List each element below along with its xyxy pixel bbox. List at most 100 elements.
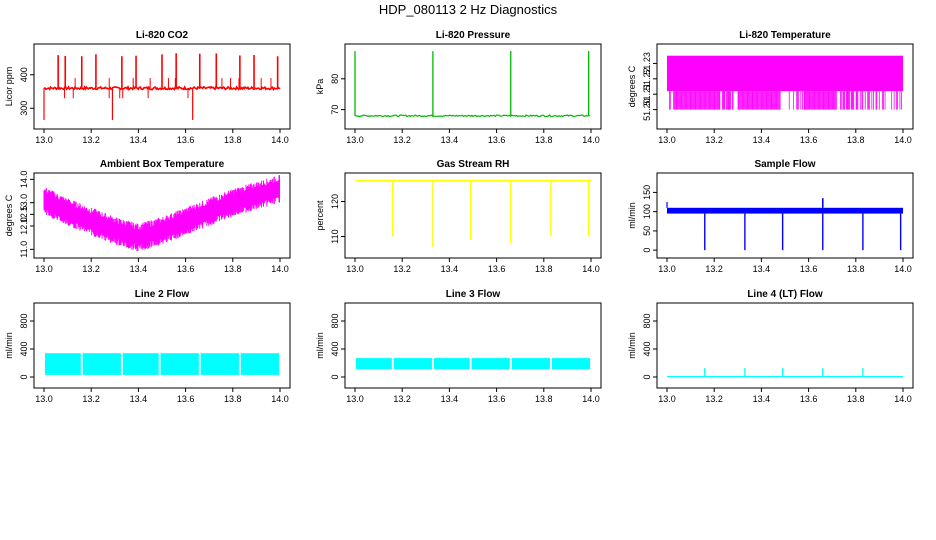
chart-title: Li-820 Pressure — [436, 30, 511, 41]
data-band — [200, 353, 239, 375]
chart-panel: Ambient Box Temperature 13.0 13.2 13.4 13.6 1… — [0, 153, 296, 288]
y-tick-label: 0 — [642, 374, 652, 379]
x-tick-label: 13.8 — [535, 135, 553, 145]
x-tick-label: 13.6 — [800, 264, 818, 274]
x-tick-label: 14.0 — [271, 264, 289, 274]
chart-panel: Li-820 Temperature 13.0 13.2 13.4 13.6 13.8 14… — [623, 24, 919, 159]
x-tick-label: 13.8 — [224, 394, 242, 404]
plot-area — [44, 353, 280, 375]
y-tick-label: 70 — [330, 105, 340, 115]
plot-frame — [656, 302, 914, 389]
y-tick-label: 80 — [330, 74, 340, 84]
x-tick-label: 13.2 — [393, 264, 411, 274]
chart-panel: Line 4 (LT) Flow 13.0 13.2 13.4 13.6 13.8 14.0… — [623, 283, 919, 418]
series-line — [43, 84, 281, 92]
chart-svg: Line 2 Flow 13.0 13.2 13.4 13.6 13.8 14.0 0 400 8… — [4, 289, 291, 404]
y-tick-label: 400 — [330, 341, 340, 356]
plot-frame — [344, 172, 602, 259]
data-band — [160, 353, 199, 375]
x-tick-label: 13.6 — [800, 394, 818, 404]
chart-title: Ambient Box Temperature — [100, 159, 225, 170]
data-band — [433, 358, 470, 370]
plot-area — [354, 51, 591, 118]
plot-area — [43, 53, 281, 120]
y-axis-label: ml/min — [315, 332, 325, 359]
y-tick-label: 400 — [642, 341, 652, 356]
y-axis-label: degrees C — [4, 194, 14, 236]
x-tick-label: 14.0 — [582, 264, 600, 274]
x-tick-label: 13.2 — [393, 394, 411, 404]
x-tick-label: 14.0 — [894, 135, 912, 145]
x-tick-label: 13.0 — [346, 394, 364, 404]
y-tick-label: 12.0 — [19, 217, 29, 235]
data-band — [240, 353, 280, 375]
y-axis-label: percent — [315, 200, 325, 231]
chart-svg: Gas Stream RH 13.0 13.2 13.4 13.6 13.8 14.0 110… — [315, 159, 602, 274]
y-tick-label: 0 — [19, 374, 29, 379]
data-band — [551, 358, 591, 370]
x-tick-label: 13.6 — [488, 264, 506, 274]
y-axis-label: ml/min — [4, 332, 14, 359]
plot-frame — [656, 43, 914, 130]
plot-area — [667, 367, 903, 378]
y-tick-label: 51.23 — [642, 52, 652, 75]
x-tick-label: 13.4 — [441, 135, 459, 145]
x-tick-label: 13.0 — [35, 394, 53, 404]
x-tick-label: 13.2 — [82, 264, 100, 274]
y-axis-label: ml/min — [627, 202, 637, 229]
chart-panel: Gas Stream RH 13.0 13.2 13.4 13.6 13.8 14.0 110… — [311, 153, 607, 288]
x-tick-label: 13.8 — [535, 394, 553, 404]
y-tick-label: 150 — [642, 185, 652, 200]
x-tick-label: 14.0 — [894, 394, 912, 404]
chart-title: Li-820 CO2 — [136, 30, 189, 41]
y-tick-label: 800 — [19, 313, 29, 328]
x-tick-label: 13.0 — [346, 135, 364, 145]
x-tick-label: 13.2 — [82, 394, 100, 404]
y-tick-label: 100 — [642, 204, 652, 219]
x-tick-label: 13.8 — [535, 264, 553, 274]
plot-frame — [344, 302, 602, 389]
chart-svg: Sample Flow 13.0 13.2 13.4 13.6 13.8 14.0 0 50 10… — [627, 159, 914, 274]
x-tick-label: 13.0 — [658, 394, 676, 404]
plot-frame — [33, 302, 291, 389]
y-tick-label: 11.0 — [19, 241, 29, 258]
y-tick-label: 800 — [642, 313, 652, 328]
y-axis-label: Licor ppm — [4, 67, 14, 107]
plot-frame — [33, 172, 291, 259]
y-tick-label: 51.22 — [642, 68, 652, 91]
plot-area — [666, 198, 903, 251]
plot-frame — [344, 43, 602, 130]
x-tick-label: 13.0 — [35, 264, 53, 274]
y-tick-label: 110 — [330, 229, 340, 243]
y-axis-label: ml/min — [627, 332, 637, 359]
y-tick-label: 120 — [330, 194, 340, 209]
x-tick-label: 13.0 — [346, 264, 364, 274]
data-band — [393, 358, 432, 370]
y-axis-label: kPa — [315, 79, 325, 95]
x-tick-label: 14.0 — [271, 394, 289, 404]
plot-area — [667, 55, 903, 110]
chart-svg: Li-820 Temperature 13.0 13.2 13.4 13.6 13.8 14… — [627, 30, 914, 145]
plot-area — [355, 179, 591, 247]
y-tick-label: 300 — [19, 101, 29, 116]
chart-panel: Sample Flow 13.0 13.2 13.4 13.6 13.8 14.0 0 50 10… — [623, 153, 919, 288]
chart-svg: Line 4 (LT) Flow 13.0 13.2 13.4 13.6 13.8 14.0… — [627, 289, 914, 404]
data-band — [471, 358, 510, 370]
data-band — [667, 55, 903, 92]
y-tick-label: 800 — [330, 313, 340, 328]
x-tick-label: 13.6 — [177, 135, 195, 145]
y-tick-label: 13.0 — [19, 194, 29, 212]
y-tick-label: 50 — [642, 226, 652, 236]
data-band — [511, 358, 550, 370]
x-tick-label: 13.2 — [393, 135, 411, 145]
chart-title: Li-820 Temperature — [739, 30, 831, 41]
x-tick-label: 13.4 — [441, 264, 459, 274]
chart-title: Line 2 Flow — [135, 289, 190, 300]
y-tick-label: 12.5 — [19, 206, 29, 224]
x-tick-label: 13.4 — [441, 394, 459, 404]
chart-title: Gas Stream RH — [437, 159, 510, 170]
plot-frame — [33, 43, 291, 130]
y-tick-label: 14.0 — [19, 171, 29, 189]
data-band — [82, 353, 121, 375]
data-band — [122, 353, 159, 375]
